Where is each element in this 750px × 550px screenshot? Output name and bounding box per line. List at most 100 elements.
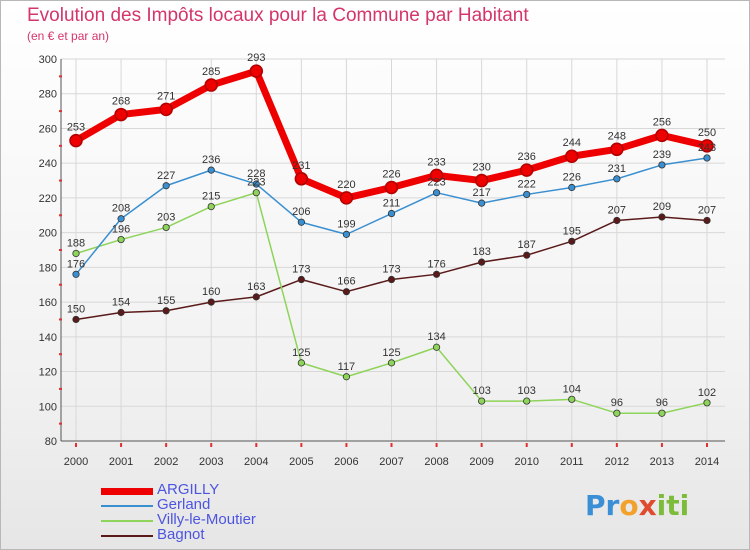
data-point: [610, 142, 624, 157]
series-villy-le-moutier: [72, 189, 711, 417]
data-label: 222: [518, 178, 536, 190]
data-point: [523, 251, 531, 259]
data-point: [252, 293, 260, 301]
legend-swatch: [101, 487, 153, 495]
legend-swatch: [101, 505, 153, 507]
data-point: [658, 213, 666, 221]
data-point: [387, 209, 396, 218]
data-label: 104: [563, 383, 581, 395]
data-label: 228: [247, 168, 265, 180]
data-point: [117, 235, 125, 244]
data-point: [342, 288, 351, 296]
data-point: [72, 270, 80, 278]
data-point: [114, 107, 128, 122]
legend-swatch: [101, 535, 153, 537]
data-point: [339, 191, 354, 205]
data-point: [613, 409, 621, 417]
legend-label: Gerland: [157, 496, 211, 513]
data-point: [204, 78, 218, 92]
data-label: 206: [292, 206, 310, 218]
data-label: 195: [563, 225, 581, 237]
data-label: 103: [518, 385, 536, 397]
data-label: 183: [472, 246, 490, 258]
data-point: [162, 307, 170, 315]
data-point: [700, 139, 714, 153]
legend-swatch: [101, 520, 153, 522]
data-label: 226: [382, 168, 400, 180]
data-point: [342, 373, 351, 381]
data-point: [523, 397, 531, 405]
series: [69, 64, 714, 417]
legend-label: Bagnot: [157, 526, 205, 543]
data-label: 150: [67, 303, 85, 315]
data-point: [69, 133, 83, 148]
y-tick-label: 140: [39, 332, 57, 344]
data-label: 223: [427, 177, 445, 189]
data-point: [387, 359, 396, 367]
data-label: 208: [112, 203, 130, 215]
data-point: [523, 190, 531, 199]
data-label: 155: [157, 295, 175, 307]
data-label: 187: [518, 239, 536, 251]
data-label: 256: [653, 116, 671, 128]
legend-label: ARGILLY: [157, 481, 220, 498]
y-tick-label: 300: [39, 54, 57, 66]
series-bagnot: [72, 213, 711, 324]
data-label: 166: [337, 276, 355, 288]
data-point: [207, 166, 215, 174]
data-point: [568, 183, 576, 192]
x-tick-label: 2002: [154, 456, 178, 468]
x-tick-label: 2000: [64, 456, 88, 468]
data-label: 102: [698, 387, 716, 399]
data-label: 217: [472, 187, 490, 199]
data-point: [387, 275, 396, 284]
legend-label: Villy-le-Moutier: [157, 511, 256, 528]
data-label: 207: [698, 204, 716, 216]
x-tick-label: 2005: [289, 456, 313, 468]
x-tick-label: 2010: [514, 456, 538, 468]
data-point: [207, 298, 215, 306]
data-point: [478, 258, 486, 266]
data-point: [658, 161, 666, 169]
data-label: 117: [338, 361, 356, 373]
data-label: 220: [337, 179, 355, 191]
proxiti-logo: Proxiti: [585, 489, 690, 522]
data-point: [658, 409, 666, 417]
data-label: 215: [202, 191, 220, 203]
data-point: [117, 308, 125, 317]
data-label: 207: [608, 204, 626, 216]
y-tick-label: 220: [39, 193, 57, 205]
data-point: [474, 173, 489, 188]
data-label: 176: [67, 258, 85, 270]
data-point: [613, 216, 621, 225]
data-label: 236: [518, 151, 536, 163]
y-tick-label: 80: [45, 436, 57, 448]
data-label: 203: [157, 211, 175, 223]
x-tick-label: 2006: [334, 456, 358, 468]
x-tick-label: 2012: [605, 456, 629, 468]
data-label: 209: [653, 201, 671, 213]
data-point: [478, 199, 486, 207]
data-point: [72, 315, 80, 324]
data-point: [162, 223, 170, 232]
data-point: [252, 180, 260, 188]
data-point: [249, 64, 264, 78]
y-tick-label: 240: [39, 158, 57, 170]
data-label: 293: [247, 52, 265, 64]
data-label: 236: [202, 154, 220, 166]
data-label: 196: [112, 224, 130, 236]
data-point: [432, 343, 441, 351]
data-point: [429, 168, 444, 183]
data-point: [655, 128, 669, 143]
data-point: [568, 395, 576, 403]
data-point: [432, 189, 441, 197]
data-point: [297, 275, 305, 284]
data-label: 271: [157, 90, 175, 102]
data-label: 230: [472, 162, 490, 174]
data-label: 239: [653, 149, 671, 161]
data-point: [297, 218, 305, 226]
data-label: 125: [292, 347, 310, 359]
chart-subtitle: (en € et par an): [27, 29, 110, 43]
data-point: [252, 189, 260, 197]
data-label: 226: [563, 171, 581, 183]
